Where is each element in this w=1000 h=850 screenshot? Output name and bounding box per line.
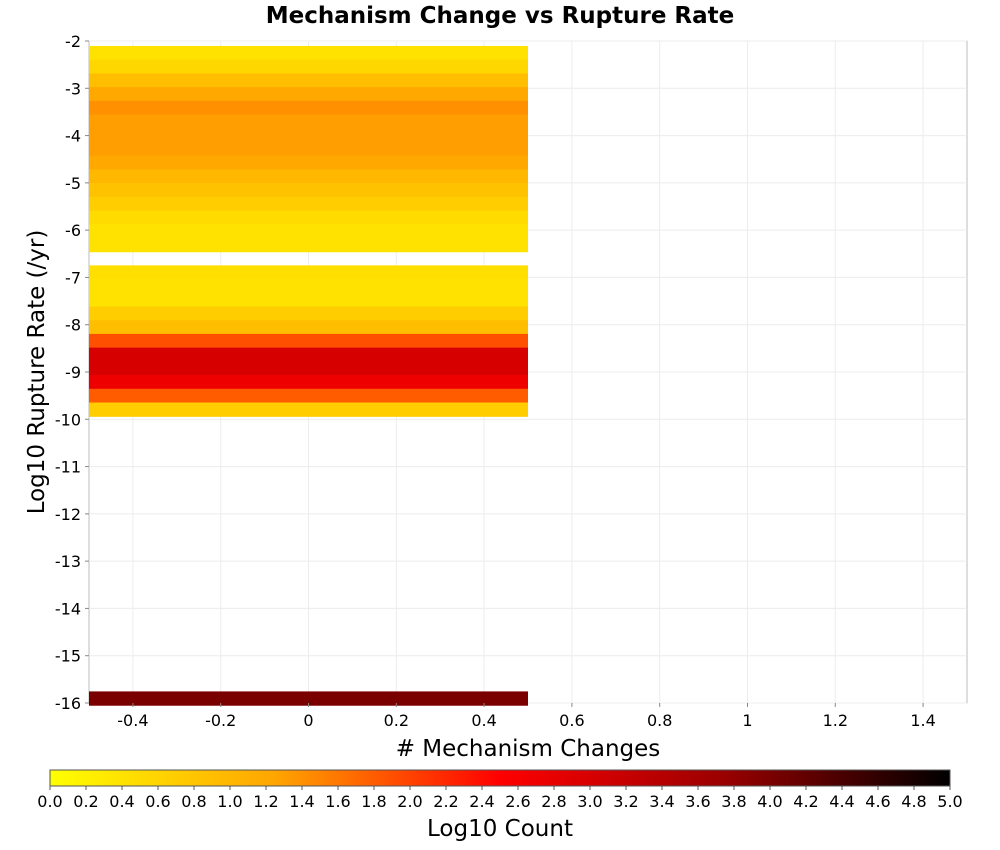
heatmap-cell: [89, 333, 528, 349]
colorbar-tick-label: 3.8: [721, 792, 746, 811]
y-tick-label: -16: [55, 694, 81, 713]
colorbar: [49, 769, 951, 787]
y-tick-label: -7: [65, 268, 81, 287]
colorbar-tick-label: 4.6: [865, 792, 890, 811]
colorbar-tick-label: 5.0: [937, 792, 962, 811]
colorbar-tick-label: 2.8: [541, 792, 566, 811]
y-tick-label: -3: [65, 79, 81, 98]
colorbar-tick-label: 4.2: [793, 792, 818, 811]
heatmap-cell: [89, 196, 528, 212]
heatmap-cell: [89, 224, 528, 239]
x-tick-label: 0.2: [384, 711, 409, 730]
heatmap-cell: [89, 306, 528, 321]
colorbar-tick-label: 1.0: [217, 792, 242, 811]
x-tick-label: 0: [303, 711, 313, 730]
y-tick-label: -10: [55, 410, 81, 429]
heatmap-cell: [89, 169, 528, 184]
heatmap-cell: [89, 210, 528, 225]
heatmap-cell: [89, 73, 528, 88]
x-axis-label: # Mechanism Changes: [396, 736, 661, 762]
heatmap-cell: [89, 141, 528, 157]
colorbar-tick-label: 1.2: [253, 792, 278, 811]
y-tick-label: -2: [65, 32, 81, 51]
chart-title: Mechanism Change vs Rupture Rate: [266, 3, 735, 29]
y-tick-label: -11: [55, 458, 81, 477]
heatmap-cell: [89, 183, 528, 198]
colorbar-tick-label: 2.6: [505, 792, 530, 811]
heatmap-cell: [89, 100, 528, 116]
x-tick-label: 1.2: [823, 711, 848, 730]
colorbar-tick-label: 4.8: [901, 792, 926, 811]
colorbar-tick-label: 2.2: [433, 792, 458, 811]
colorbar-tick-label: 3.0: [577, 792, 602, 811]
y-tick-label: -8: [65, 316, 81, 335]
colorbar-ticks: 0.0 0.2 0.4 0.6 0.8 1.0 1.2 1.4 1.6 1.8 2.0 2.2 2.4 2…: [37, 786, 963, 811]
heatmap-cell: [89, 279, 528, 294]
colorbar-tick-label: 2.0: [397, 792, 422, 811]
x-tick-label: 1.4: [910, 711, 935, 730]
colorbar-tick-label: 4.4: [829, 792, 854, 811]
y-tick-label: -13: [55, 552, 81, 571]
colorbar-tick-label: 1.4: [289, 792, 314, 811]
x-tick-label: -0.2: [205, 711, 236, 730]
heatmap-cell: [89, 128, 528, 143]
y-axis-ticks: -2 -3 -4 -5 -6 -7 -8 -9 -10 -11 -12 -13 -14 -15 -16: [55, 32, 89, 713]
x-tick-label: 0.6: [559, 711, 584, 730]
colorbar-tick-label: 3.6: [685, 792, 710, 811]
y-tick-label: -4: [65, 127, 81, 146]
colorbar-tick-label: 1.8: [361, 792, 386, 811]
x-tick-label: 0.8: [647, 711, 672, 730]
colorbar-tick-label: 4.0: [757, 792, 782, 811]
colorbar-tick-label: 1.6: [325, 792, 350, 811]
heatmap-cell: [89, 237, 528, 253]
heatmap-cell: [89, 87, 528, 102]
x-tick-label: -0.4: [117, 711, 148, 730]
heatmap-cell: [89, 292, 528, 308]
heatmap-cell: [89, 361, 528, 376]
y-tick-label: -12: [55, 505, 81, 524]
colorbar-tick-label: 0.6: [145, 792, 170, 811]
y-tick-label: -14: [55, 599, 81, 618]
colorbar-tick-label: 0.8: [181, 792, 206, 811]
heatmap-cell: [89, 402, 528, 417]
heatmap-cell: [89, 155, 528, 170]
heatmap-cells: [89, 45, 528, 706]
heatmap-cell: [89, 320, 528, 335]
heatmap-cell: [89, 45, 528, 61]
colorbar-tick-label: 0.2: [73, 792, 98, 811]
y-tick-label: -5: [65, 174, 81, 193]
heatmap-cell: [89, 388, 528, 404]
y-axis-label: Log10 Rupture Rate (/yr): [24, 230, 50, 515]
colorbar-tick-label: 3.4: [649, 792, 674, 811]
y-tick-label: -9: [65, 363, 81, 382]
x-axis-ticks: -0.4 -0.2 0 0.2 0.4 0.6 0.8 1 1.2 1.4: [117, 703, 936, 730]
heatmap-cell: [89, 691, 528, 706]
colorbar-tick-label: 0.4: [109, 792, 134, 811]
colorbar-tick-label: 3.2: [613, 792, 638, 811]
heatmap-cell: [89, 114, 528, 129]
heatmap-cell: [89, 347, 528, 362]
heatmap-cell: [89, 265, 528, 280]
x-tick-label: 1: [742, 711, 752, 730]
heatmap-cell: [89, 375, 528, 390]
heatmap-cell: [89, 59, 528, 74]
colorbar-tick-label: 0.0: [37, 792, 62, 811]
y-tick-label: -15: [55, 647, 81, 666]
x-tick-label: 0.4: [471, 711, 496, 730]
y-tick-label: -6: [65, 221, 81, 240]
colorbar-tick-label: 2.4: [469, 792, 494, 811]
colorbar-label: Log10 Count: [427, 816, 573, 842]
